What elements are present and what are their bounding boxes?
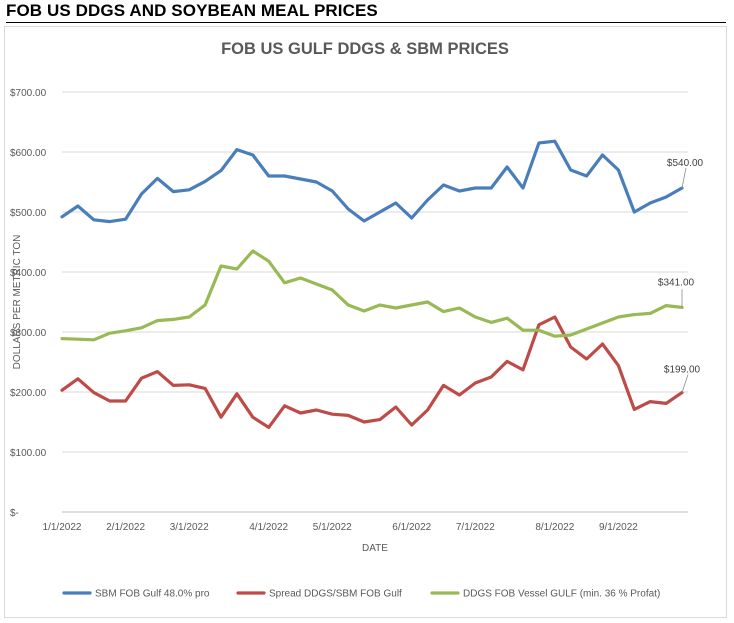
legend-label: SBM FOB Gulf 48.0% pro xyxy=(95,589,210,600)
y-axis-ticks: $- $100.00 $200.00 $300.00 $400.00 $500.00 $60… xyxy=(10,88,47,519)
end-label-leader xyxy=(681,374,689,393)
gridlines xyxy=(62,91,688,453)
y-tick-label: $600.00 xyxy=(10,148,47,159)
page-header: FOB US DDGS AND SOYBEAN MEAL PRICES xyxy=(6,0,726,23)
x-axis-ticks: 1/1/2022 2/1/2022 3/1/2022 4/1/2022 5/1/2022… xyxy=(43,522,639,533)
chart-title: FOB US GULF DDGS & SBM PRICES xyxy=(221,40,509,58)
end-labels: $540.00 $199.00 $341.00 xyxy=(658,158,704,393)
series-lines xyxy=(60,139,684,429)
series-line-2 xyxy=(60,315,684,429)
x-tick-label: 4/1/2022 xyxy=(249,522,288,533)
legend: SBM FOB Gulf 48.0% pro Spread DDGS/SBM FO… xyxy=(62,589,660,600)
x-axis-label: DATE xyxy=(362,543,388,554)
y-tick-label: $100.00 xyxy=(10,448,47,459)
legend-label: DDGS FOB Vessel GULF (min. 36 % Profat) xyxy=(463,589,660,600)
y-tick-label: $400.00 xyxy=(10,268,47,279)
end-label-leader xyxy=(681,167,687,189)
end-label: $341.00 xyxy=(658,277,695,288)
x-tick-label: 6/1/2022 xyxy=(392,522,431,533)
end-label: $199.00 xyxy=(664,365,701,376)
y-tick-label: $200.00 xyxy=(10,388,47,399)
y-tick-label: $700.00 xyxy=(10,88,47,99)
x-tick-label: 8/1/2022 xyxy=(535,522,574,533)
x-tick-label: 2/1/2022 xyxy=(106,522,145,533)
x-tick-label: 7/1/2022 xyxy=(456,522,495,533)
x-tick-label: 1/1/2022 xyxy=(43,522,82,533)
series-line-3 xyxy=(60,249,684,342)
x-tick-label: 5/1/2022 xyxy=(313,522,352,533)
y-axis-label: DOLLARS PER METRIC TON xyxy=(12,235,23,370)
series-line-1 xyxy=(60,139,684,224)
y-tick-label: $300.00 xyxy=(10,328,47,339)
page-heading: FOB US DDGS AND SOYBEAN MEAL PRICES xyxy=(6,1,378,20)
legend-label: Spread DDGS/SBM FOB Gulf xyxy=(269,589,402,600)
end-label: $540.00 xyxy=(667,158,704,169)
y-tick-label: $500.00 xyxy=(10,208,47,219)
x-tick-label: 3/1/2022 xyxy=(170,522,209,533)
y-tick-label: $- xyxy=(10,508,19,519)
x-tick-label: 9/1/2022 xyxy=(599,522,638,533)
